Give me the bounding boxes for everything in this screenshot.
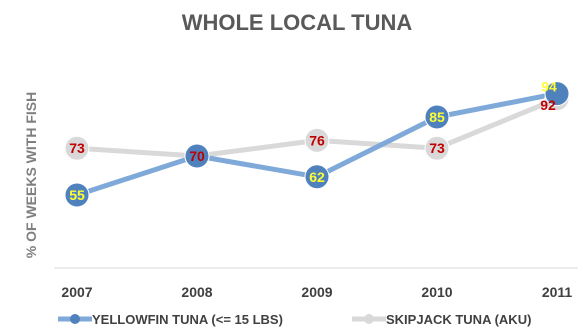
legend-item: YELLOWFIN TUNA (<= 15 LBS) (58, 312, 283, 327)
data-label: 70 (189, 148, 205, 164)
data-point (544, 81, 570, 107)
data-label: 73 (69, 140, 85, 156)
data-label: 94 (541, 79, 557, 95)
x-tick-label: 2007 (61, 284, 92, 300)
data-point (64, 135, 90, 161)
x-tick-label: 2011 (542, 284, 573, 300)
x-tick-label: 2008 (181, 284, 212, 300)
series-1-markers (64, 86, 570, 169)
data-label: 76 (309, 132, 325, 148)
series-0-markers (64, 81, 570, 208)
x-tick-label: 2009 (301, 284, 332, 300)
data-label: 92 (540, 97, 556, 113)
series-1-labels: 73 70 76 73 92 (69, 97, 556, 164)
legend-label: YELLOWFIN TUNA (<= 15 LBS) (92, 312, 283, 327)
data-point (64, 182, 90, 208)
series-0-labels: 55 62 85 94 (69, 79, 557, 203)
x-axis-ticks: 2007 2008 2009 2010 2011 (61, 284, 572, 300)
data-label: 55 (69, 187, 85, 203)
legend-label: SKIPJACK TUNA (AKU) (386, 312, 531, 327)
data-label: 73 (429, 140, 445, 156)
legend-swatch-marker (70, 314, 80, 324)
legend-item: SKIPJACK TUNA (AKU) (352, 312, 531, 327)
data-label: 85 (429, 109, 445, 125)
data-point (304, 164, 330, 190)
chart-title: WHOLE LOCAL TUNA (182, 10, 413, 35)
x-tick-label: 2010 (421, 284, 452, 300)
legend: YELLOWFIN TUNA (<= 15 LBS) SKIPJACK TUNA … (58, 312, 531, 327)
series-layer: 73 70 76 73 92 55 62 85 94 (64, 79, 570, 208)
data-point (184, 143, 210, 169)
data-point (424, 135, 450, 161)
data-label: 62 (309, 169, 325, 185)
y-axis-label: % OF WEEKS WITH FISH (23, 92, 39, 258)
data-point (304, 127, 330, 153)
data-point (424, 104, 450, 130)
legend-swatch-marker (364, 314, 374, 324)
